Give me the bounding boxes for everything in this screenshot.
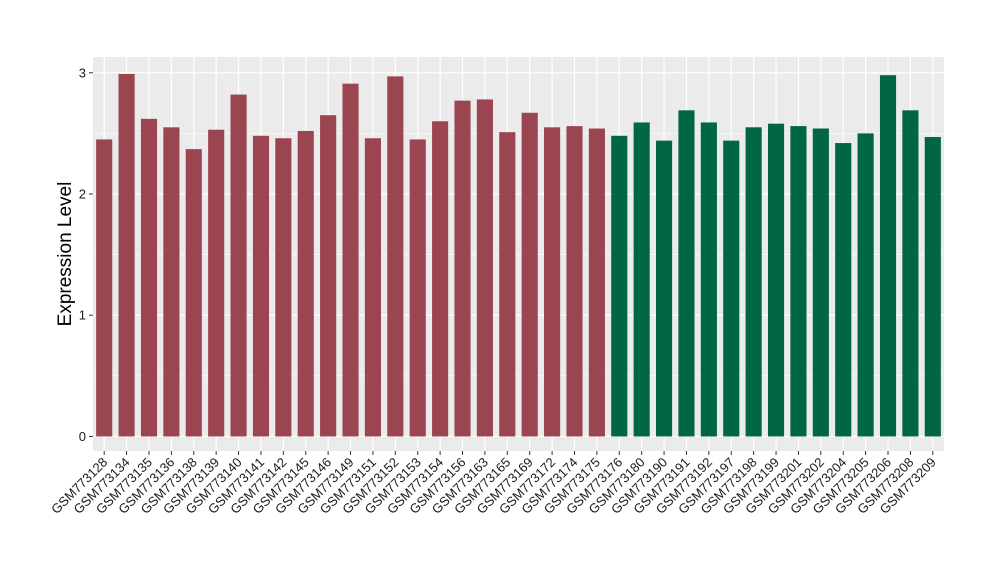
bar-GSM773141 <box>252 135 270 437</box>
bar-GSM773146 <box>320 115 337 437</box>
bar-GSM773169 <box>521 112 538 437</box>
bar-GSM773175 <box>588 128 605 437</box>
bar-GSM773153 <box>409 139 426 437</box>
bar-GSM773191 <box>678 110 695 437</box>
bar-GSM773145 <box>297 130 314 437</box>
bar-GSM773202 <box>812 128 829 437</box>
bar-GSM773135 <box>140 118 158 437</box>
bar-GSM773204 <box>835 143 852 437</box>
bar-GSM773136 <box>163 127 180 437</box>
y-tick-label: 1 <box>79 308 86 323</box>
bar-GSM773201 <box>790 126 807 437</box>
bar-GSM773198 <box>745 127 762 437</box>
bar-GSM773149 <box>342 83 359 437</box>
bar-GSM773190 <box>656 140 673 437</box>
x-axis: GSM773128GSM773134GSM773135GSM773136GSM7… <box>48 451 939 517</box>
bar-GSM773140 <box>230 94 247 437</box>
y-tick-label: 0 <box>79 429 86 444</box>
bar-GSM773154 <box>432 121 449 437</box>
bar-GSM773180 <box>633 122 650 437</box>
bar-GSM773174 <box>566 126 583 437</box>
bar-GSM773139 <box>208 129 225 437</box>
bar-GSM773176 <box>611 135 628 437</box>
bar-GSM773208 <box>902 110 919 437</box>
bar-GSM773151 <box>364 138 381 437</box>
bar-GSM773192 <box>700 122 717 437</box>
bar-GSM773142 <box>275 138 292 437</box>
bar-GSM773197 <box>723 140 740 437</box>
bar-GSM773209 <box>924 137 941 437</box>
bar-GSM773156 <box>454 100 471 437</box>
bar-GSM773138 <box>185 149 202 437</box>
bar-GSM773134 <box>118 73 135 437</box>
bar-GSM773152 <box>387 76 404 437</box>
bar-GSM773199 <box>767 123 785 437</box>
bar-series <box>96 73 941 437</box>
y-tick-label: 3 <box>79 65 86 80</box>
y-axis: 0 1 2 3 <box>79 65 93 444</box>
bar-GSM773165 <box>499 132 516 437</box>
y-axis-title: Expression Level <box>55 182 76 327</box>
bar-GSM773163 <box>476 99 493 437</box>
bar-GSM773172 <box>544 127 561 437</box>
bar-GSM773206 <box>879 75 897 437</box>
bar-GSM773128 <box>96 139 113 437</box>
y-tick-label: 2 <box>79 186 86 201</box>
bar-GSM773205 <box>857 133 874 437</box>
